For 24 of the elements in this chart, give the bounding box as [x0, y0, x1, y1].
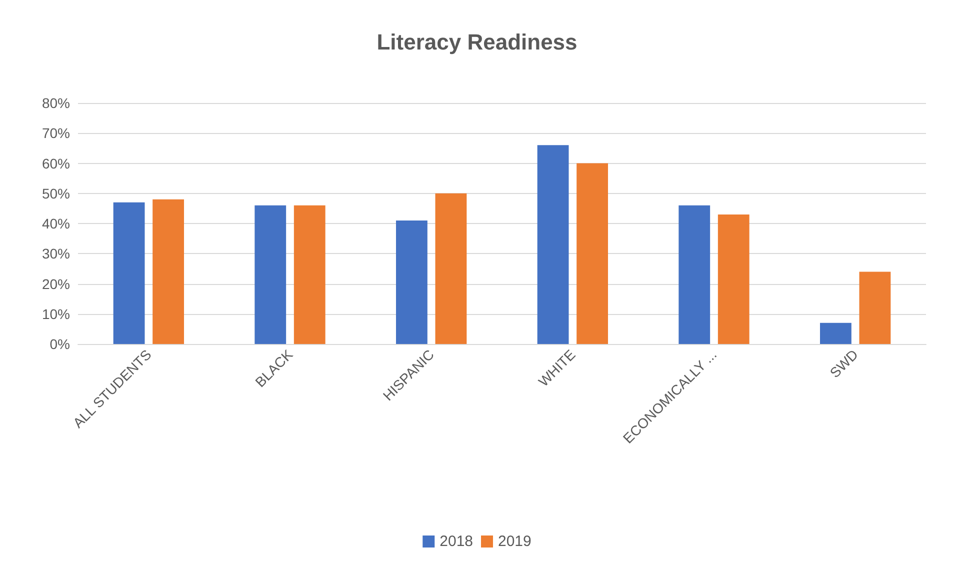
legend-label: 2018	[440, 533, 474, 550]
bar	[537, 145, 569, 344]
bar	[152, 199, 184, 344]
bar	[718, 214, 750, 344]
y-tick-label: 40%	[42, 216, 70, 232]
bar	[113, 202, 145, 344]
y-tick-label: 30%	[42, 246, 70, 262]
bar	[254, 205, 286, 344]
bar	[396, 220, 428, 344]
bar	[576, 163, 608, 344]
bar	[859, 272, 891, 344]
bar	[294, 205, 326, 344]
legend-label: 2019	[498, 533, 532, 550]
chart-title: Literacy Readiness	[376, 30, 578, 54]
bar	[435, 193, 467, 344]
bar	[820, 322, 852, 344]
y-tick-label: 60%	[42, 155, 70, 172]
y-tick-label: 20%	[42, 276, 70, 292]
bar	[678, 205, 710, 344]
y-tick-label: 50%	[42, 185, 70, 202]
y-tick-label: 70%	[42, 125, 70, 142]
y-tick-label: 80%	[42, 95, 70, 111]
y-tick-label: 10%	[42, 306, 70, 322]
y-tick-label: 0%	[50, 336, 70, 352]
